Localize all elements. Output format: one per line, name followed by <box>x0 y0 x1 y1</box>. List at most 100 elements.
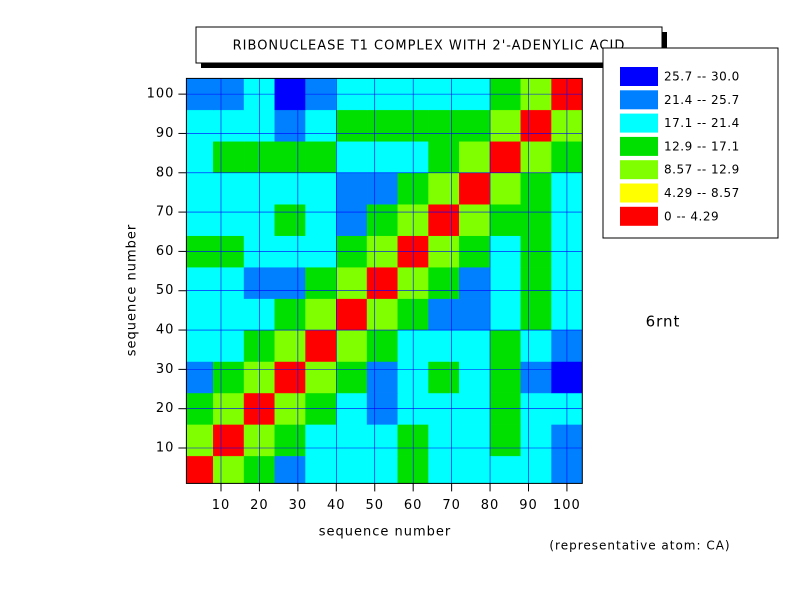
cell <box>459 424 491 457</box>
x-tick-label: 70 <box>442 498 461 513</box>
x-tick-label: 60 <box>404 498 423 513</box>
legend-swatch <box>620 90 658 110</box>
cell <box>428 109 460 142</box>
legend-swatch <box>620 206 658 226</box>
x-tick-label: 40 <box>327 498 346 513</box>
y-tick-label: 80 <box>156 165 175 180</box>
cell <box>520 424 552 457</box>
cell <box>520 141 552 174</box>
cell <box>428 455 460 484</box>
cell <box>305 361 337 394</box>
cell <box>459 266 491 299</box>
cell <box>274 298 306 331</box>
cell <box>305 266 337 299</box>
cell <box>366 266 399 299</box>
plot-area <box>186 78 583 484</box>
cell <box>213 172 245 205</box>
cell <box>366 141 399 174</box>
structure-label: 6rnt <box>646 313 681 331</box>
cell <box>336 266 368 299</box>
legend-label: 0 -- 4.29 <box>664 209 719 223</box>
cell <box>274 109 306 142</box>
x-tick-label: 90 <box>519 498 538 513</box>
legend-swatch <box>620 160 658 180</box>
cell <box>274 455 306 484</box>
cell <box>489 172 522 205</box>
cell <box>489 455 522 484</box>
chart-title: RIBONUCLEASE T1 COMPLEX WITH 2'-ADENYLIC… <box>233 39 626 54</box>
cell <box>428 203 460 236</box>
cell <box>274 361 306 394</box>
cell <box>186 203 214 236</box>
cell <box>305 172 337 205</box>
cell <box>213 266 245 299</box>
cell <box>489 203 522 236</box>
y-tick-label: 20 <box>156 401 175 416</box>
cell <box>213 455 245 484</box>
cell <box>366 424 399 457</box>
cell <box>520 298 552 331</box>
cell <box>336 329 368 362</box>
cell <box>213 141 245 174</box>
y-tick-label: 10 <box>156 441 175 456</box>
cell <box>336 203 368 236</box>
cell <box>520 455 552 484</box>
cell <box>520 109 552 142</box>
cell <box>274 329 306 362</box>
cell <box>489 361 522 394</box>
y-axis-label: sequence number <box>125 224 140 357</box>
cell <box>459 172 491 205</box>
cell <box>428 329 460 362</box>
cell <box>489 424 522 457</box>
cell <box>186 172 214 205</box>
x-tick-label: 30 <box>289 498 308 513</box>
legend-label: 25.7 -- 30.0 <box>664 70 740 84</box>
cell <box>336 298 368 331</box>
cell <box>428 141 460 174</box>
cell <box>489 141 522 174</box>
legend-label: 21.4 -- 25.7 <box>664 93 740 107</box>
cell <box>520 203 552 236</box>
cell <box>366 329 399 362</box>
y-tick-label: 60 <box>156 244 175 259</box>
cell <box>186 298 214 331</box>
y-tick-label: 30 <box>156 362 175 377</box>
legend-swatch <box>620 136 658 156</box>
cell <box>305 329 337 362</box>
cell <box>186 266 214 299</box>
cell <box>459 361 491 394</box>
cell <box>459 298 491 331</box>
y-tick-label: 70 <box>156 205 175 220</box>
cell <box>428 266 460 299</box>
cell <box>366 298 399 331</box>
cell <box>274 141 306 174</box>
cell <box>366 172 399 205</box>
cell <box>459 329 491 362</box>
plot-frame <box>185 77 583 484</box>
cell <box>213 329 245 362</box>
legend-label: 4.29 -- 8.57 <box>664 186 740 200</box>
y-tick-label: 100 <box>147 87 175 102</box>
cell <box>366 361 399 394</box>
legend-label: 17.1 -- 21.4 <box>664 116 740 130</box>
cell <box>213 424 245 457</box>
cell <box>459 141 491 174</box>
cell <box>336 172 368 205</box>
cell <box>520 361 552 394</box>
x-tick-label: 50 <box>365 498 384 513</box>
cell <box>489 298 522 331</box>
cell <box>213 361 245 394</box>
cell <box>459 203 491 236</box>
cell <box>520 172 552 205</box>
note: (representative atom: CA) <box>549 539 730 553</box>
cell <box>305 424 337 457</box>
legend-label: 8.57 -- 12.9 <box>664 163 740 177</box>
cell <box>186 424 214 457</box>
cell <box>520 266 552 299</box>
cell <box>305 298 337 331</box>
cell <box>489 266 522 299</box>
x-tick-label: 10 <box>212 498 231 513</box>
cell <box>366 109 399 142</box>
cell <box>520 329 552 362</box>
